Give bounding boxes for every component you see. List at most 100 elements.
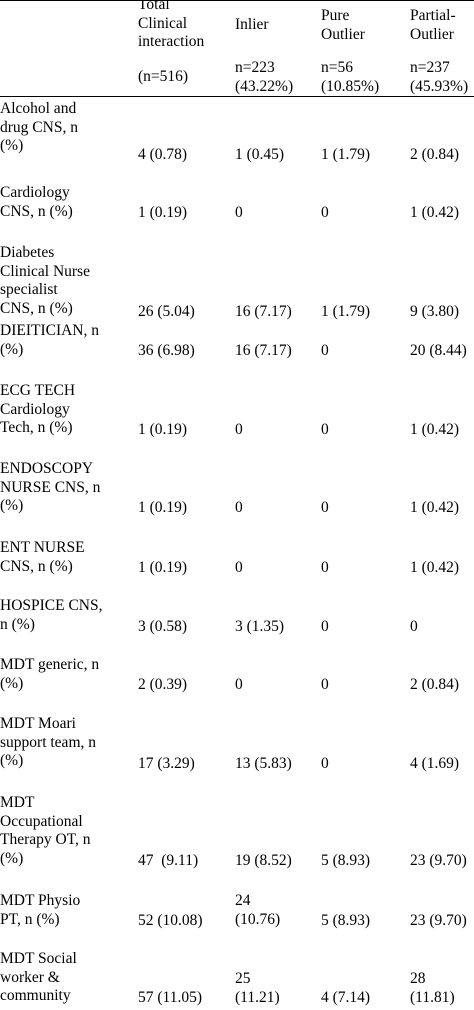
row-label-line: ENDOSCOPY bbox=[0, 460, 94, 477]
value-pure-outlier: 5 (8.93) bbox=[321, 912, 371, 929]
value-pure-outlier: 0 bbox=[321, 559, 329, 576]
header-text: (45.93%) bbox=[410, 77, 469, 95]
value-inlier: 0 bbox=[235, 204, 243, 221]
value-inlier: 0 bbox=[235, 559, 243, 576]
value-pure-outlier: 1 (1.79) bbox=[321, 146, 371, 163]
row-label-line: PT, n (%) bbox=[0, 910, 60, 928]
value-partial-outlier: 2 (0.84) bbox=[410, 676, 460, 693]
row-label: MDT Social worker & community bbox=[0, 950, 132, 1006]
row-label-line: specialist bbox=[0, 281, 58, 298]
row-label: MDT generic, n (%) bbox=[0, 656, 132, 693]
row-label-line: Tech, n (%) bbox=[0, 419, 73, 436]
row-label-line: ENT NURSE bbox=[0, 539, 85, 556]
row-label-line: (%) bbox=[0, 674, 24, 692]
row-label-line: n (%) bbox=[0, 615, 35, 633]
header-partial-outlier-title: Partial- Outlier bbox=[410, 7, 456, 44]
header-text: interaction bbox=[138, 33, 205, 50]
value-pure-outlier: 0 bbox=[321, 755, 329, 772]
value-partial-outlier: 1 (0.42) bbox=[410, 559, 460, 576]
value-total: 1 (0.19) bbox=[138, 421, 188, 438]
row-label: DIEITICIAN, n (%) bbox=[0, 322, 132, 359]
value-total: 2 (0.39) bbox=[138, 676, 188, 693]
value-pure-outlier: 4 (7.14) bbox=[321, 989, 371, 1006]
value-partial-outlier: 0 bbox=[410, 618, 418, 635]
value-inlier: 0 bbox=[235, 421, 243, 438]
row-label: Alcohol and drug CNS, n (%) bbox=[0, 100, 132, 156]
value-inlier: 16 (7.17) bbox=[235, 342, 292, 359]
header-total-title: Total Clinical interaction bbox=[138, 0, 204, 52]
header-inlier-title: Inlier bbox=[235, 16, 269, 35]
row-label-line: MDT generic, n bbox=[0, 656, 100, 673]
value-pure-outlier: 1 (1.79) bbox=[321, 303, 371, 320]
value-total: 1 (0.19) bbox=[138, 204, 188, 221]
row-label-line: Clinical Nurse bbox=[0, 262, 90, 280]
header-text: (43.22%) bbox=[235, 77, 294, 95]
header-text: Inlier bbox=[235, 16, 269, 33]
header-text: n=56 bbox=[321, 59, 353, 76]
row-label-line: HOSPICE CNS, bbox=[0, 597, 103, 614]
row-label-line: CNS, n (%) bbox=[0, 202, 73, 220]
row-label-line: (%) bbox=[0, 849, 24, 867]
row-label-line: MDT Moari bbox=[0, 715, 76, 732]
value-inlier: 3 (1.35) bbox=[235, 618, 285, 635]
value-total: 36 (6.98) bbox=[138, 342, 195, 359]
row-label-line: worker & bbox=[0, 968, 60, 986]
header-pure-outlier-title: Pure Outlier bbox=[321, 7, 365, 44]
header-text: Clinical bbox=[138, 14, 188, 32]
row-label: MDT Moari support team, n (%) bbox=[0, 715, 132, 771]
row-label: MDT Physio PT, n (%) bbox=[0, 892, 132, 929]
table-top-rule bbox=[0, 0, 474, 1]
value-partial-outlier: 9 (3.80) bbox=[410, 303, 460, 320]
value-inlier: 16 (7.17) bbox=[235, 303, 292, 320]
value-total: 3 (0.58) bbox=[138, 618, 188, 635]
header-inlier-n: n=223 (43.22%) bbox=[235, 59, 293, 96]
value-partial-outlier: 1 (0.42) bbox=[410, 421, 460, 438]
value-pure-outlier: 0 bbox=[321, 421, 329, 438]
header-text: (n=516) bbox=[138, 68, 189, 85]
header-pure-outlier-n: n=56 (10.85%) bbox=[321, 59, 379, 96]
value-partial-outlier: 1 (0.42) bbox=[410, 499, 460, 516]
row-label-line: Occupational bbox=[0, 812, 83, 830]
row-label-line: ECG TECH bbox=[0, 382, 76, 399]
value-total: 4 (0.78) bbox=[138, 146, 188, 163]
row-label: ENDOSCOPY NURSE CNS, n (%) bbox=[0, 460, 132, 516]
row-label-line: Therapy OT, n bbox=[0, 831, 91, 848]
value-total: 26 (5.04) bbox=[138, 303, 195, 320]
value-partial-outlier: 4 (1.69) bbox=[410, 755, 460, 772]
value-partial-outlier: 23 (9.70) bbox=[410, 852, 467, 869]
row-label: ECG TECH Cardiology Tech, n (%) bbox=[0, 382, 132, 438]
header-total-n: (n=516) bbox=[138, 68, 188, 87]
header-text: (10.85%) bbox=[321, 77, 380, 95]
row-label-line: support team, n bbox=[0, 733, 96, 751]
row-label-line: (%) bbox=[0, 340, 24, 358]
row-label: MDT Occupational Therapy OT, n (%) bbox=[0, 794, 132, 868]
row-label-line: MDT bbox=[0, 794, 35, 811]
value-pure-outlier: 0 bbox=[321, 499, 329, 516]
row-label: Diabetes Clinical Nurse specialist CNS, … bbox=[0, 244, 132, 318]
value-inlier: 0 bbox=[235, 676, 243, 693]
header-bottom-rule bbox=[0, 96, 474, 97]
value-inlier: 1 (0.45) bbox=[235, 146, 285, 163]
value-partial-outlier: 2 (0.84) bbox=[410, 146, 460, 163]
value-inlier: 25 (11.21) bbox=[235, 970, 280, 1006]
row-label-line: drug CNS, n bbox=[0, 118, 78, 136]
row-label-line: MDT Social bbox=[0, 950, 77, 967]
value-total: 52 (10.08) bbox=[138, 912, 203, 929]
row-label-line: NURSE CNS, n bbox=[0, 478, 101, 496]
row-label-line: DIEITICIAN, n bbox=[0, 322, 100, 339]
row-label-line: Cardiology bbox=[0, 184, 70, 201]
value-partial-outlier: 23 (9.70) bbox=[410, 912, 467, 929]
value-pure-outlier: 5 (8.93) bbox=[321, 852, 371, 869]
header-text: Outlier bbox=[410, 25, 454, 43]
value-partial-outlier: 1 (0.42) bbox=[410, 204, 460, 221]
row-label-line: CNS, n (%) bbox=[0, 299, 73, 317]
header-text: Pure bbox=[321, 7, 350, 24]
value-inlier: 0 bbox=[235, 499, 243, 516]
value-pure-outlier: 0 bbox=[321, 204, 329, 221]
row-label-line: (%) bbox=[0, 752, 24, 769]
row-label-line: CNS, n (%) bbox=[0, 557, 73, 575]
value-total: 17 (3.29) bbox=[138, 755, 195, 772]
row-label-line: MDT Physio bbox=[0, 892, 81, 909]
row-label-line: community bbox=[0, 987, 71, 1004]
